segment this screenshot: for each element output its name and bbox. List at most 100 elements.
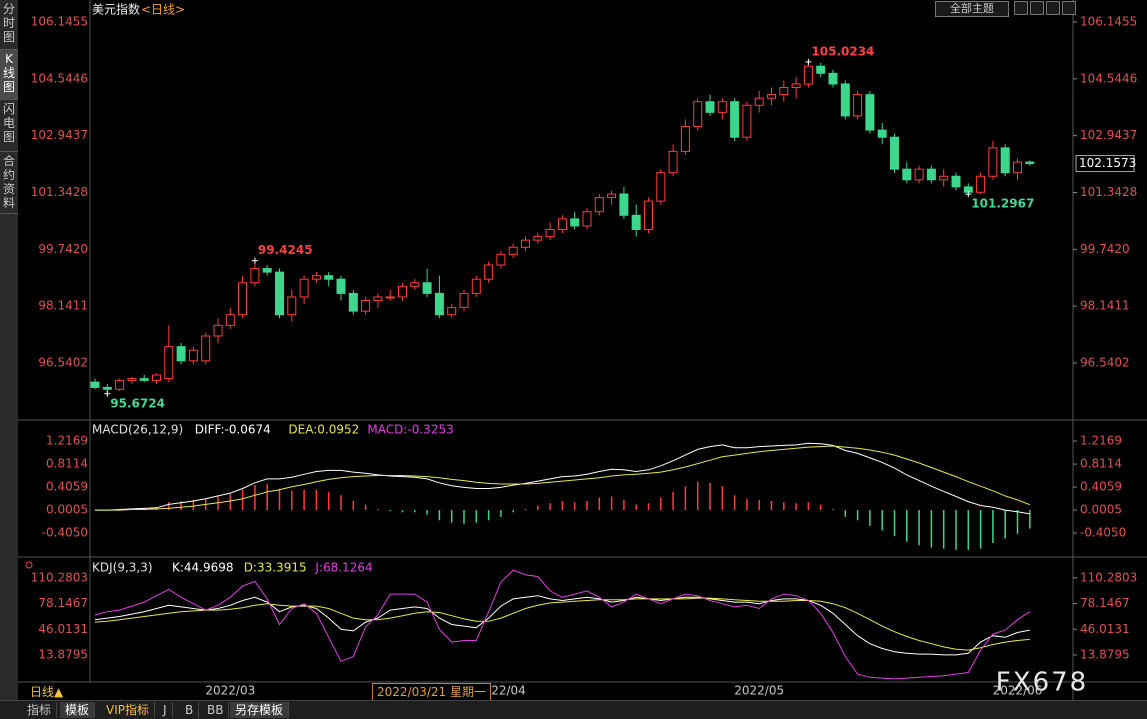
candle-body (730, 101, 740, 138)
legend-entry: J:68.1264 (314, 561, 372, 575)
candle-body (631, 214, 641, 231)
candle-body (484, 264, 494, 280)
period-selector[interactable]: 日线▲ (30, 685, 64, 699)
candle-body (791, 83, 801, 89)
legend-entry: MACD:-0.3253 (367, 423, 453, 437)
candle-body (275, 271, 284, 316)
x-tick-label: 2022/05 (734, 684, 784, 698)
toolbar-tab[interactable]: 模板 (60, 702, 96, 718)
candle-body (557, 218, 567, 231)
candle-body (127, 378, 137, 381)
y-tick-label: 99.7420 (38, 242, 88, 256)
toolbar-tab[interactable]: 指标 (22, 702, 58, 718)
y-tick-label: 102.9437 (31, 128, 88, 142)
candle-body (521, 239, 530, 248)
series-line (94, 597, 1030, 651)
candle-body (1013, 161, 1022, 174)
y-tick-label: 101.3428 (31, 185, 88, 199)
candle-body (705, 101, 715, 113)
candle-body (496, 253, 506, 266)
kdj-icon (25, 561, 33, 569)
candle-body (152, 374, 161, 381)
toolbar-tab[interactable]: 另存模板 (230, 702, 290, 718)
y-tick-label: 106.1455 (1080, 15, 1137, 29)
candle-body (250, 268, 260, 284)
candle-body (668, 150, 678, 174)
toolbar-tab[interactable]: J (158, 702, 173, 718)
series-line (94, 595, 1030, 656)
tool-icon[interactable] (1046, 1, 1060, 15)
panel-title: KDJ(9,3,3) (92, 561, 153, 575)
candle-body (926, 168, 936, 181)
candle-body (693, 101, 703, 128)
toolbar-tab[interactable]: VIP指标 (101, 702, 155, 718)
candle-body (656, 172, 666, 202)
y-tick-label: 110.2803 (1080, 570, 1137, 584)
candle-body (1025, 161, 1035, 165)
topic-button[interactable]: 全部主题 (935, 1, 1009, 17)
candle-body (570, 218, 580, 227)
x-tick-label: 2022/03 (205, 684, 255, 698)
legend-entry: DIFF:-0.0674 (195, 423, 271, 437)
y-tick-label: 0.0005 (1080, 503, 1122, 517)
candle-body (803, 65, 813, 85)
toolbar-tab[interactable]: BB (202, 702, 230, 718)
candle-body (853, 94, 863, 117)
candle-body (902, 168, 912, 181)
legend-entry: D:33.3915 (244, 561, 307, 575)
y-tick-label: 0.8114 (1080, 457, 1122, 471)
candle-body (90, 381, 100, 388)
candle-body (742, 104, 752, 138)
y-tick-label: 0.0005 (46, 503, 88, 517)
candle-body (816, 65, 826, 74)
x-tick-label: 2022/06 (993, 684, 1043, 698)
candle-body (336, 278, 346, 294)
candle-body (988, 147, 998, 177)
extreme-marker (965, 191, 972, 198)
candle-body (680, 126, 690, 152)
sidebar-tab[interactable]: K线图 (0, 50, 18, 100)
extreme-label: 101.2967 (971, 197, 1034, 211)
candle-body (361, 300, 371, 312)
y-tick-label: 46.0131 (1080, 622, 1130, 636)
current-price-box (1075, 155, 1135, 173)
y-tick-label: 99.7420 (1080, 242, 1130, 256)
y-tick-label: 0.4059 (1080, 480, 1122, 494)
candle-body (287, 296, 297, 316)
tool-icon[interactable] (1014, 1, 1028, 15)
current-price-label: 102.1573 (1079, 156, 1136, 170)
candle-body (471, 278, 481, 294)
candle-body (508, 246, 518, 255)
candle-body (1000, 147, 1010, 174)
candle-body (717, 101, 727, 113)
sidebar-tab[interactable]: 闪电图 (0, 100, 18, 152)
candle-body (102, 386, 112, 390)
candle-body (213, 324, 223, 337)
chart-subtitle: <日线> (141, 3, 185, 17)
candle-body (225, 314, 235, 326)
y-tick-label: 102.9437 (1080, 128, 1137, 142)
candle-body (877, 129, 887, 138)
y-tick-label: 46.0131 (38, 622, 88, 636)
sidebar-tab[interactable]: 合约资料 (0, 152, 18, 214)
series-line (95, 445, 1030, 511)
y-tick-label: 0.8114 (46, 457, 88, 471)
y-tick-label: 78.1467 (38, 596, 88, 610)
y-tick-label: 98.1411 (38, 299, 88, 313)
candle-body (164, 346, 174, 380)
candle-body (434, 292, 444, 316)
candle-body (324, 275, 334, 280)
tool-icon[interactable] (1030, 1, 1044, 15)
tool-icon[interactable] (1062, 1, 1076, 15)
y-tick-label: -0.4050 (1080, 526, 1126, 540)
series-line (94, 569, 1031, 680)
y-tick-label: 104.5446 (31, 71, 88, 85)
extreme-label: 95.6724 (110, 396, 165, 410)
candle-body (779, 87, 789, 96)
toolbar-tab[interactable]: B (180, 702, 200, 718)
extreme-label: 105.0234 (811, 44, 874, 58)
sidebar-tab[interactable]: 分时图 (0, 0, 18, 50)
y-tick-label: 96.5402 (38, 355, 88, 369)
y-tick-label: 98.1411 (1080, 299, 1130, 313)
